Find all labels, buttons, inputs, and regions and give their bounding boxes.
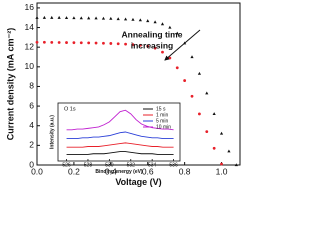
data-point bbox=[57, 41, 61, 44]
y-tick-label: 12 bbox=[25, 41, 35, 51]
data-point bbox=[183, 79, 187, 82]
y-tick-label: 16 bbox=[25, 2, 35, 12]
y-tick-label: 6 bbox=[29, 100, 34, 110]
data-point bbox=[72, 16, 76, 20]
data-point bbox=[131, 43, 135, 47]
data-point bbox=[153, 46, 157, 50]
data-point bbox=[94, 16, 98, 20]
x-tick-label: 536 bbox=[169, 163, 178, 169]
data-point bbox=[101, 16, 106, 20]
data-point bbox=[205, 91, 209, 95]
y-tick-label: 8 bbox=[29, 81, 34, 91]
inset-title: O 1s bbox=[64, 106, 76, 112]
data-line bbox=[66, 131, 174, 139]
data-point bbox=[116, 17, 120, 21]
data-point bbox=[87, 16, 91, 20]
annotation: increasing bbox=[131, 40, 174, 50]
data-point bbox=[219, 131, 224, 135]
data-line bbox=[66, 142, 174, 148]
data-point bbox=[64, 16, 69, 20]
y-tick-label: 14 bbox=[25, 22, 35, 32]
data-point bbox=[161, 50, 164, 54]
data-point bbox=[42, 40, 46, 44]
data-point bbox=[146, 44, 150, 48]
x-tick-label: 0.0 bbox=[31, 166, 43, 176]
legend-label: 1 min bbox=[156, 112, 168, 118]
data-point bbox=[72, 41, 76, 45]
data-point bbox=[102, 41, 105, 45]
data-point bbox=[234, 163, 238, 167]
legend-label: 10 min bbox=[156, 124, 171, 130]
data-point bbox=[190, 94, 194, 98]
data-point bbox=[94, 41, 98, 45]
data-point bbox=[205, 130, 209, 134]
y-tick-label: 10 bbox=[25, 61, 35, 71]
x-tick-label: 0.2 bbox=[68, 166, 80, 176]
data-point bbox=[57, 15, 61, 19]
y-tick-label: 2 bbox=[29, 140, 34, 150]
y-axis-label: Current density (mA cm⁻²) bbox=[5, 28, 15, 140]
data-point bbox=[197, 71, 201, 75]
data-point bbox=[198, 112, 201, 116]
y-tick-label: 0 bbox=[29, 159, 34, 169]
annotation-arrow bbox=[164, 29, 201, 61]
data-line bbox=[66, 109, 174, 131]
data-point bbox=[124, 42, 127, 46]
x-tick-label: 528 bbox=[84, 163, 93, 169]
data-point bbox=[220, 162, 223, 166]
data-point bbox=[79, 16, 83, 20]
x-tick-label: 532 bbox=[127, 163, 136, 169]
y-tick-label: 4 bbox=[29, 120, 34, 130]
data-point bbox=[227, 149, 231, 153]
data-point bbox=[160, 22, 165, 26]
data-line bbox=[66, 151, 174, 155]
data-point bbox=[168, 25, 172, 29]
legend-label: 5 min bbox=[156, 118, 168, 124]
data-point bbox=[35, 40, 39, 44]
data-point bbox=[212, 112, 216, 116]
data-point bbox=[116, 42, 120, 46]
x-tick-label: 530 bbox=[105, 163, 114, 169]
data-point bbox=[190, 55, 194, 59]
x-tick-label: 0.8 bbox=[179, 166, 191, 176]
data-point bbox=[146, 19, 150, 23]
x-tick-label: 534 bbox=[148, 163, 157, 169]
annotation: Annealing time bbox=[122, 29, 183, 39]
legend-label: 15 s bbox=[156, 106, 166, 112]
data-point bbox=[109, 16, 113, 20]
data-point bbox=[153, 20, 157, 24]
x-axis-label: Voltage (V) bbox=[115, 177, 161, 187]
data-point bbox=[131, 17, 135, 21]
y-axis-label: Intensity (a.u.) bbox=[49, 115, 55, 149]
data-point bbox=[138, 43, 142, 47]
data-point bbox=[87, 41, 91, 45]
x-tick-label: 0.4 bbox=[105, 166, 117, 176]
data-point bbox=[138, 18, 142, 22]
x-axis-label: Binding energy (eV) bbox=[95, 169, 143, 175]
data-point bbox=[175, 31, 179, 35]
data-point bbox=[212, 146, 216, 150]
x-tick-label: 0.6 bbox=[142, 166, 154, 176]
data-point bbox=[50, 40, 54, 44]
chart: 0.0 0.2 0.4 0.6 0.8 1.0 0 2 4 6 8 10 12 14 16 Voltage (… bbox=[5, 2, 241, 187]
data-point bbox=[65, 41, 68, 44]
data-point bbox=[123, 17, 128, 21]
data-point bbox=[50, 15, 54, 19]
data-point bbox=[79, 41, 83, 45]
x-tick-label: 1.0 bbox=[216, 166, 228, 176]
data-point bbox=[35, 15, 39, 19]
x-tick-label: 526 bbox=[62, 163, 71, 169]
data-point bbox=[42, 15, 46, 19]
data-point bbox=[175, 66, 179, 70]
data-point bbox=[109, 42, 113, 45]
